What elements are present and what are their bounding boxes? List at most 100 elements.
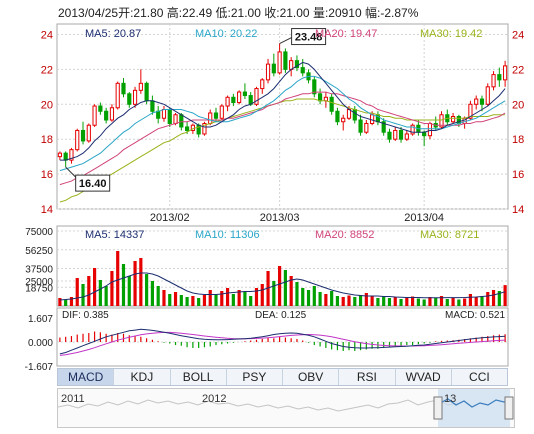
candle-body: [404, 133, 409, 140]
volume-bar: [347, 295, 351, 306]
volume-bar: [295, 282, 299, 306]
tab-obv[interactable]: OBV: [283, 369, 340, 385]
candle-body: [491, 74, 496, 88]
volume-bar: [145, 274, 149, 306]
candle-body: [265, 63, 271, 81]
tab-boll[interactable]: BOLL: [171, 369, 227, 385]
volume-bar: [353, 297, 357, 306]
navigator-right-handle[interactable]: [504, 396, 514, 420]
candle-body: [294, 60, 300, 69]
volume-bar: [376, 298, 380, 306]
candle-body: [346, 109, 352, 119]
range-navigator[interactable]: 2011 2012 13: [57, 388, 515, 428]
volume-bar: [399, 299, 403, 306]
dea-line: [59, 331, 506, 356]
volume-bar: [289, 276, 293, 306]
volume-bar: [162, 290, 166, 306]
volume-tick: 37500: [25, 265, 53, 276]
tab-kdj[interactable]: KDJ: [114, 369, 171, 385]
volume-bar: [503, 285, 507, 306]
volume-ma5-line: [59, 272, 506, 301]
volume-bar: [272, 281, 276, 306]
volume-bar: [382, 296, 386, 306]
volume-tick: 18750: [25, 283, 53, 294]
volume-bar: [225, 288, 230, 306]
candle-body: [161, 109, 167, 119]
volume-bar: [179, 295, 183, 306]
candle-body: [109, 107, 115, 121]
candle-body: [479, 98, 485, 105]
macd-tick: 1.607: [28, 314, 53, 325]
price-tick-right: 24: [512, 29, 524, 41]
volume-panel-frame: [56, 225, 509, 307]
price-tick-right: 14: [512, 204, 524, 216]
macd-tick: 0.000: [28, 338, 53, 349]
x-tick-label: 2013/03: [260, 212, 300, 224]
navigator-chart: 2011 2012 13: [58, 389, 514, 428]
navigator-window-label: 13: [444, 393, 456, 405]
volume-legend-ma10: MA10: 11306: [195, 229, 260, 241]
volume-bar: [110, 271, 114, 306]
candle-body: [289, 60, 294, 70]
navigator-selection[interactable]: [438, 389, 510, 428]
price-legend-ma20: MA20: 19.47: [315, 28, 377, 40]
candle-body: [503, 65, 508, 81]
tab-cci[interactable]: CCI: [469, 370, 490, 384]
volume-bar: [202, 295, 207, 306]
min-callout-box: [75, 174, 111, 192]
volume-bar: [405, 298, 409, 306]
info-high: 22.49: [182, 6, 213, 20]
candle-body: [167, 109, 172, 124]
price-legend-ma5: MA5: 20.87: [85, 28, 141, 40]
price-tick-left: 18: [41, 134, 53, 146]
navigator-left-handle[interactable]: [433, 396, 443, 420]
candle-body: [127, 93, 132, 105]
volume-bar: [197, 298, 201, 306]
info-open: 21.80: [133, 6, 164, 20]
volume-bar: [260, 284, 264, 306]
candle-body: [150, 100, 155, 112]
candle-body: [156, 110, 161, 119]
volume-bar: [445, 299, 449, 306]
volume-bar: [474, 297, 478, 306]
volume-bar: [150, 281, 154, 306]
volume-bar: [422, 299, 426, 306]
candle-body: [75, 129, 80, 151]
candle-body: [427, 122, 433, 137]
volume-bar: [318, 292, 322, 306]
macd-legend-dea: DEA: 0.125: [255, 310, 307, 321]
volume-bar: [87, 276, 91, 306]
volume-bar: [231, 294, 235, 306]
candle-body: [422, 131, 427, 137]
navigator-year-2011: 2011: [61, 393, 85, 405]
candle-body: [138, 82, 143, 91]
candle-body: [213, 112, 219, 119]
tab-psy[interactable]: PSY: [227, 369, 283, 385]
volume-legend-ma30: MA30: 8721: [420, 229, 479, 241]
price-panel: 14 14 16 16 18 18 20 20 22 22 24 24 2013/02 2013/03 20…: [41, 24, 524, 224]
x-tick-label: 2013/04: [404, 212, 444, 224]
volume-bar: [358, 295, 363, 306]
tab-macd[interactable]: MACD: [58, 369, 115, 385]
volume-bar: [468, 294, 473, 306]
ma30-line: [59, 98, 506, 203]
volume-bar: [64, 299, 68, 306]
volume-bar: [249, 296, 253, 306]
ma10-line: [59, 75, 506, 172]
price-info-bar: 2013/04/25开:21.80 高:22.49 低:21.00 收:21.0…: [58, 4, 418, 21]
info-close: 21.00: [279, 6, 310, 20]
tab-wvad[interactable]: WVAD: [396, 369, 452, 385]
ma20-line: [59, 91, 506, 186]
volume-bar: [214, 294, 218, 306]
candle-body: [86, 124, 91, 142]
info-close-label: 收:: [264, 6, 280, 20]
info-change-label: 幅:: [365, 6, 381, 20]
candle-body: [485, 86, 490, 105]
volume-bar: [237, 290, 241, 306]
info-high-label: 高:: [166, 6, 183, 20]
volume-bar: [364, 293, 368, 306]
dif-line: [59, 328, 506, 355]
tab-rsi[interactable]: RSI: [339, 369, 396, 385]
price-tick-left: 24: [41, 29, 53, 41]
